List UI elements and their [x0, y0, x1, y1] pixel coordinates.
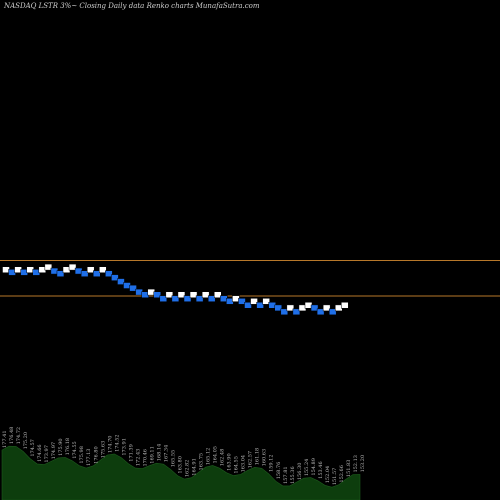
renko-brick — [280, 308, 289, 316]
renko-brick — [99, 266, 107, 273]
renko-brick — [310, 304, 319, 312]
volume-label: 160.63 — [262, 449, 268, 467]
volume-label: 161.18 — [255, 448, 261, 466]
volume-label: 170.46 — [142, 449, 148, 467]
renko-brick — [238, 298, 246, 305]
renko-brick — [262, 298, 270, 305]
volume-label: 171.39 — [128, 444, 134, 462]
renko-brick — [129, 284, 137, 292]
volume-label: 173.91 — [121, 438, 127, 456]
renko-brick — [341, 302, 349, 309]
volume-label: 174.97 — [51, 442, 57, 460]
volume-label: 174.72 — [16, 427, 22, 445]
volume-area — [1, 445, 361, 500]
renko-brick — [86, 266, 95, 273]
renko-brick — [56, 270, 65, 277]
renko-brick — [328, 308, 337, 316]
volume-label: 162.48 — [220, 449, 226, 467]
volume-label: 159.12 — [269, 454, 275, 472]
volume-label: 167.34 — [163, 445, 169, 463]
renko-brick — [286, 304, 295, 312]
renko-brick — [68, 263, 77, 271]
volume-label: 164.55 — [234, 456, 240, 474]
renko-brick — [80, 270, 89, 277]
renko-brick — [207, 295, 216, 302]
volume-label: 175.98 — [79, 446, 85, 464]
volume-label: 155.36 — [290, 466, 296, 484]
volume-label: 157.81 — [283, 466, 289, 484]
volume-label: 155.24 — [304, 459, 310, 477]
volume-label: 163.75 — [199, 453, 205, 471]
volume-label: 164.05 — [213, 446, 219, 464]
renko-brick — [171, 295, 180, 302]
volume-label: 174.52 — [114, 434, 120, 452]
volume-label: 158.76 — [276, 462, 282, 480]
volume-label: 175.90 — [58, 438, 64, 456]
volume-label: 152.66 — [339, 465, 345, 483]
renko-brick — [195, 295, 204, 302]
reference-lines-group — [0, 260, 500, 297]
renko-brick — [105, 270, 113, 277]
volume-label: 156.30 — [297, 463, 303, 481]
volume-label: 165.12 — [206, 448, 212, 466]
chart-title: NASDAQ LSTR 3%~ Closing Daily data Renko… — [4, 2, 260, 10]
volume-label: 173.97 — [44, 445, 50, 463]
volume-labels-group: 177.41 176.48 174.72 175.20 174.57 174.66 173.… — [2, 427, 366, 486]
renko-bricks-group — [2, 263, 349, 316]
renko-brick — [183, 295, 192, 302]
volume-label: 164.91 — [192, 458, 198, 476]
volume-label: 162.57 — [248, 451, 254, 469]
volume-label: 165.55 — [170, 450, 176, 468]
volume-label: 151.57 — [332, 468, 338, 486]
volume-label: 175.63 — [100, 441, 106, 459]
renko-brick — [153, 291, 161, 298]
volume-label: 169.11 — [149, 446, 155, 464]
volume-label: 162.82 — [185, 460, 191, 478]
volume-label: 163.90 — [227, 453, 233, 471]
renko-brick — [177, 291, 186, 298]
volume-area-group — [1, 445, 361, 500]
volume-label: 152.13 — [353, 455, 359, 473]
renko-brick — [244, 302, 252, 309]
volume-label: 174.66 — [37, 444, 43, 462]
volume-label: 152.04 — [325, 466, 331, 484]
renko-brick — [111, 274, 119, 281]
renko-brick — [316, 308, 325, 316]
renko-brick — [117, 278, 125, 285]
volume-label: 174.70 — [107, 436, 113, 454]
volume-label: 168.14 — [156, 444, 162, 462]
renko-brick — [256, 302, 264, 309]
volume-label: 172.43 — [135, 449, 141, 467]
renko-brick — [189, 291, 198, 298]
renko-brick — [214, 291, 222, 298]
volume-label: 153.20 — [360, 455, 366, 473]
volume-label: 177.41 — [2, 431, 8, 449]
renko-brick — [322, 304, 331, 312]
renko-brick — [165, 291, 174, 298]
volume-label: 176.18 — [65, 438, 71, 456]
renko-brick — [159, 295, 168, 302]
volume-label: 153.46 — [318, 461, 324, 479]
volume-label: 174.55 — [72, 441, 78, 459]
renko-brick — [201, 291, 210, 298]
volume-label: 177.13 — [86, 449, 92, 467]
volume-label: 151.83 — [346, 460, 352, 478]
volume-label: 163.80 — [177, 456, 183, 474]
renko-brick — [44, 263, 53, 271]
volume-label: 154.89 — [311, 458, 317, 476]
volume-label: 163.04 — [241, 455, 247, 473]
volume-label: 176.48 — [9, 427, 15, 445]
volume-label: 174.57 — [30, 439, 36, 457]
volume-label: 175.20 — [23, 432, 29, 450]
renko-brick — [292, 308, 301, 316]
volume-label: 176.80 — [93, 446, 99, 464]
renko-brick — [93, 270, 101, 277]
renko-brick — [274, 304, 282, 312]
renko-brick — [250, 298, 258, 305]
